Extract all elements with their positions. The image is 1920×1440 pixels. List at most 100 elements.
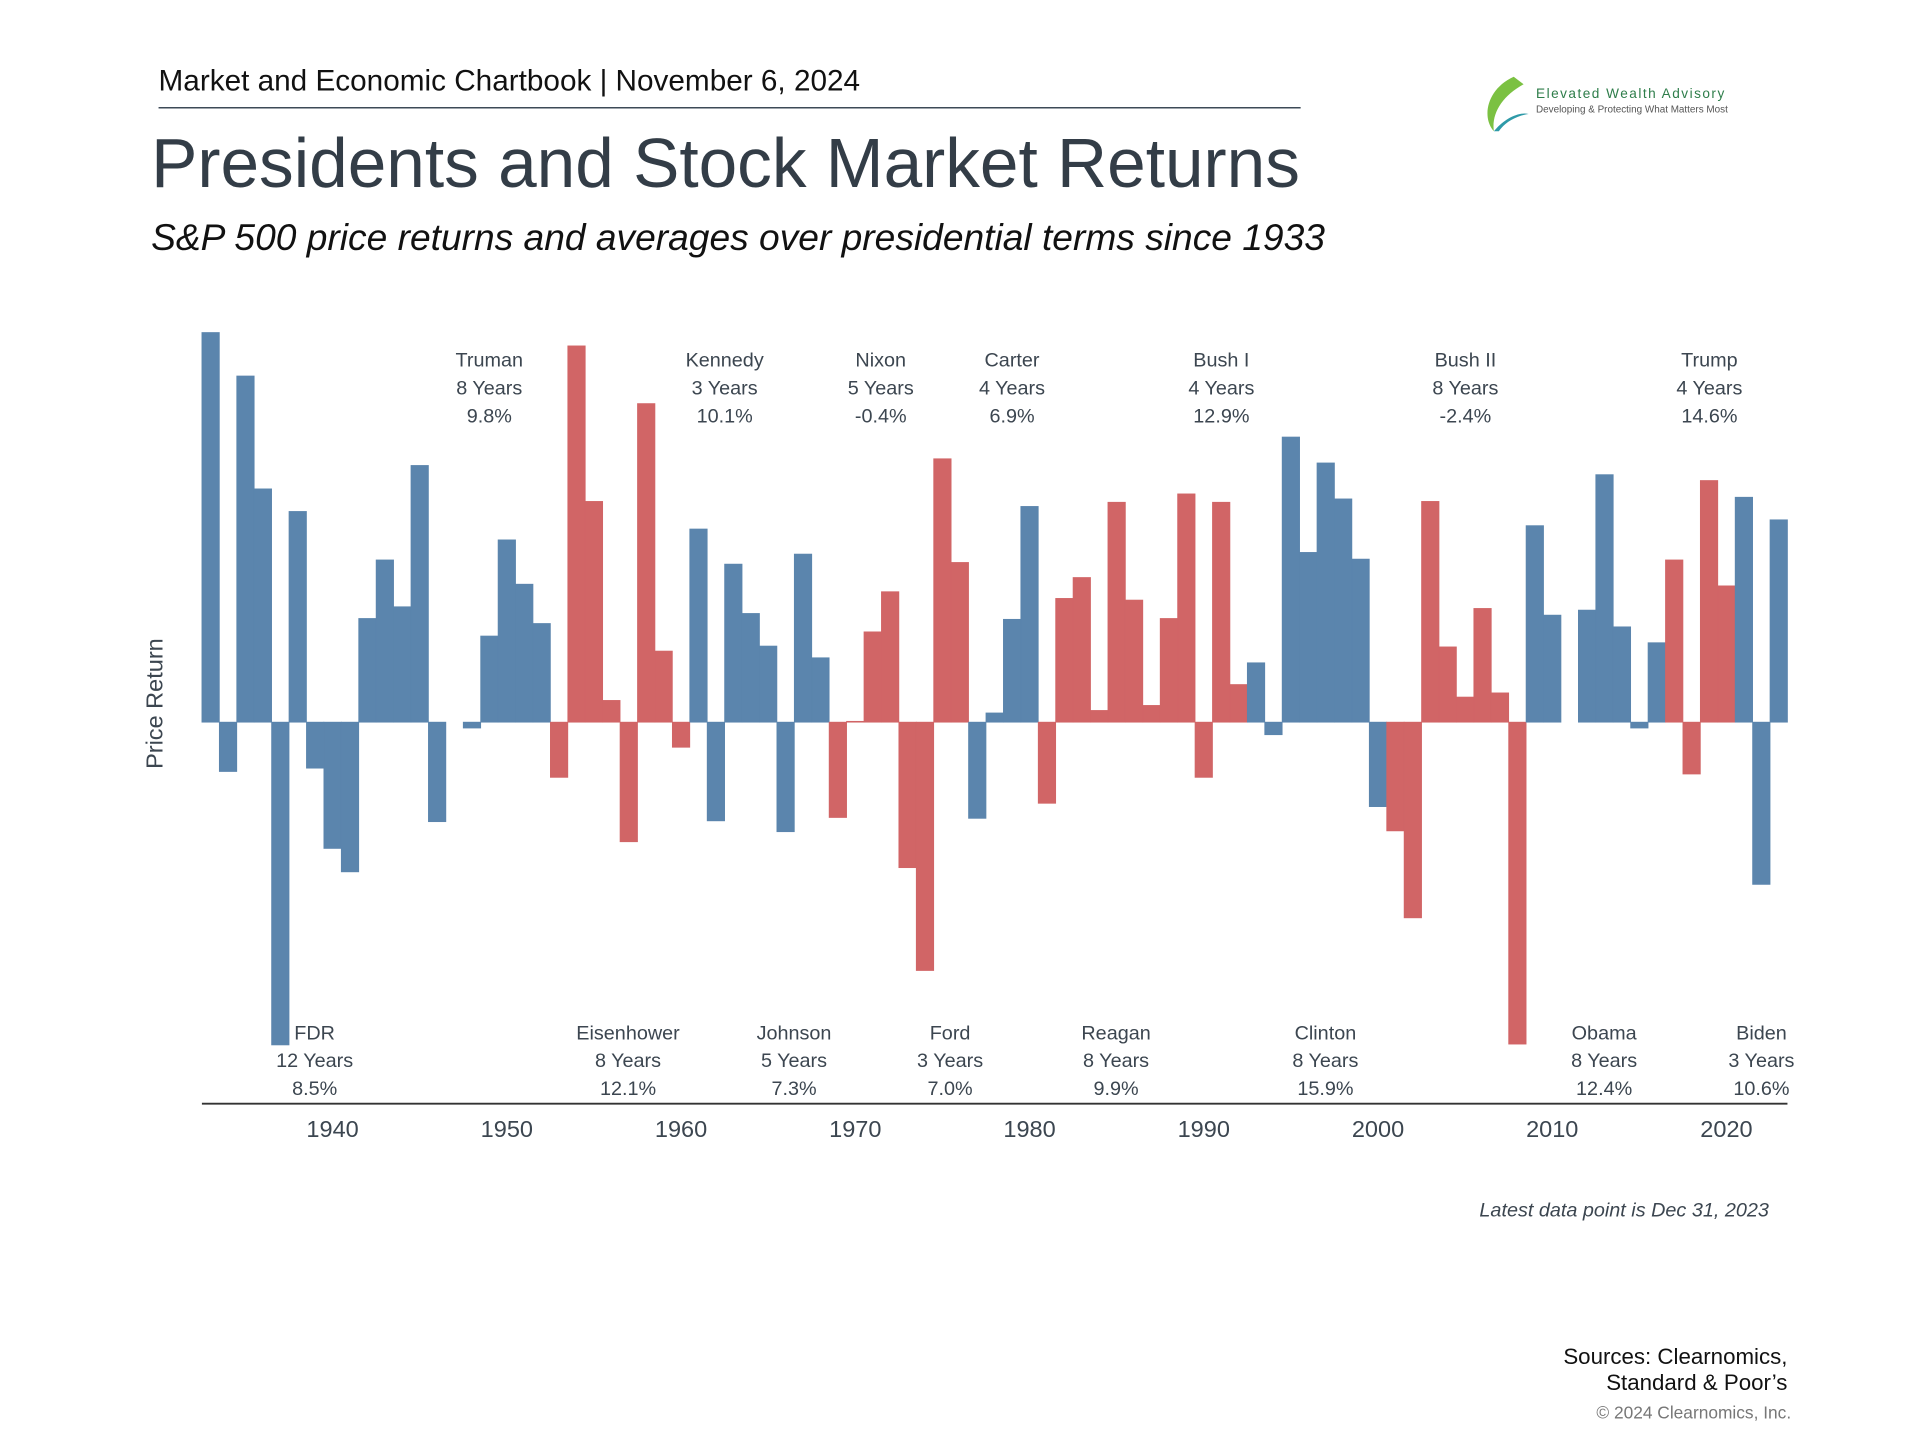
bar xyxy=(1124,599,1144,723)
sources: Sources: Clearnomics, xyxy=(1563,1344,1787,1369)
bar xyxy=(741,613,760,723)
copyright: © 2024 Clearnomics, Inc. xyxy=(1596,1402,1791,1422)
bar xyxy=(1107,501,1126,723)
bar xyxy=(1368,721,1388,807)
bar xyxy=(689,528,708,723)
bar xyxy=(654,650,673,723)
bar xyxy=(1456,696,1475,723)
president-term: 8 Years xyxy=(1292,1050,1358,1072)
bar xyxy=(340,721,360,873)
bar xyxy=(1142,705,1161,723)
president-term: 8 Years xyxy=(1432,378,1498,400)
x-tick-label: 2000 xyxy=(1352,1116,1404,1142)
president-average: 10.6% xyxy=(1733,1078,1789,1100)
bar xyxy=(1159,618,1179,723)
logo-name: Elevated Wealth Advisory xyxy=(1536,86,1726,101)
bar xyxy=(1525,525,1544,723)
bar xyxy=(218,721,238,772)
president-term: 12 Years xyxy=(276,1050,353,1072)
president-average: 15.9% xyxy=(1297,1078,1353,1100)
president-term: 4 Years xyxy=(1188,378,1254,400)
bar xyxy=(671,721,691,748)
logo-swoosh xyxy=(1487,76,1524,132)
x-tick-label: 1960 xyxy=(655,1116,707,1142)
president-name: Kennedy xyxy=(686,350,764,372)
president-name: Biden xyxy=(1736,1022,1787,1044)
bar xyxy=(1508,721,1527,1045)
bar xyxy=(793,553,813,723)
x-tick-label: 1940 xyxy=(306,1116,358,1142)
bar xyxy=(1386,721,1405,832)
x-tick-label: 1980 xyxy=(1003,1116,1055,1142)
president-term: 4 Years xyxy=(1676,378,1742,400)
bar xyxy=(1543,614,1562,723)
bar xyxy=(1438,646,1457,723)
president-term: 3 Years xyxy=(1728,1050,1794,1072)
bar xyxy=(271,721,290,1046)
bar xyxy=(288,511,307,723)
bar xyxy=(253,488,272,723)
bar xyxy=(1090,710,1109,723)
bar xyxy=(1037,721,1057,804)
y-axis-label: Price Return xyxy=(141,638,167,769)
bar xyxy=(1490,692,1510,723)
bar xyxy=(567,345,586,723)
header: Market and Economic Chartbook | November… xyxy=(159,64,861,97)
bar xyxy=(1578,609,1597,723)
bar xyxy=(1003,618,1022,723)
bar xyxy=(1316,462,1335,723)
bar xyxy=(724,563,743,723)
bar xyxy=(306,721,325,769)
bar xyxy=(1299,552,1318,723)
bar xyxy=(515,583,534,723)
president-term: 4 Years xyxy=(979,378,1045,400)
president-term: 3 Years xyxy=(692,378,758,400)
bar xyxy=(497,539,516,723)
president-name: Trump xyxy=(1681,350,1737,372)
president-name: Carter xyxy=(985,350,1040,372)
x-tick-label: 1970 xyxy=(829,1116,881,1142)
bar xyxy=(428,721,447,823)
bar xyxy=(898,721,917,869)
president-term: 3 Years xyxy=(917,1050,983,1072)
bar xyxy=(1281,436,1300,723)
president-term: 8 Years xyxy=(1083,1050,1149,1072)
bar xyxy=(1055,598,1074,723)
x-tick-label: 2020 xyxy=(1700,1116,1752,1142)
bar xyxy=(915,721,935,971)
president-average: 9.9% xyxy=(1094,1078,1139,1100)
bar xyxy=(1612,626,1632,723)
president-average: 12.1% xyxy=(600,1078,656,1100)
president-name: FDR xyxy=(294,1022,335,1044)
bar xyxy=(201,332,220,723)
president-average: 12.4% xyxy=(1576,1078,1632,1100)
president-average: 12.9% xyxy=(1193,405,1249,427)
bar xyxy=(1421,501,1440,723)
bar xyxy=(462,721,482,729)
president-name: Obama xyxy=(1572,1022,1638,1044)
bar xyxy=(1630,721,1649,729)
bar xyxy=(1194,721,1213,778)
bar xyxy=(375,559,394,723)
bar xyxy=(1734,496,1753,723)
bar xyxy=(1264,721,1283,736)
bar xyxy=(776,721,795,833)
bar xyxy=(759,645,778,723)
president-average: 7.3% xyxy=(771,1078,816,1100)
president-name: Eisenhower xyxy=(576,1022,680,1044)
bar xyxy=(1769,519,1788,723)
president-name: Truman xyxy=(456,350,523,372)
x-tick-label: 1990 xyxy=(1178,1116,1230,1142)
logo: Elevated Wealth Advisory Developing & Pr… xyxy=(1487,76,1728,132)
bar xyxy=(1752,721,1771,885)
x-tick-label: 2010 xyxy=(1526,1116,1578,1142)
bar xyxy=(863,631,882,723)
bar xyxy=(811,657,830,723)
president-name: Bush II xyxy=(1435,350,1497,372)
logo-tagline: Developing & Protecting What Matters Mos… xyxy=(1536,105,1728,116)
president-average: -2.4% xyxy=(1440,405,1492,427)
president-average: 6.9% xyxy=(989,405,1034,427)
logo-swoosh xyxy=(1493,113,1529,132)
bar xyxy=(706,721,725,822)
